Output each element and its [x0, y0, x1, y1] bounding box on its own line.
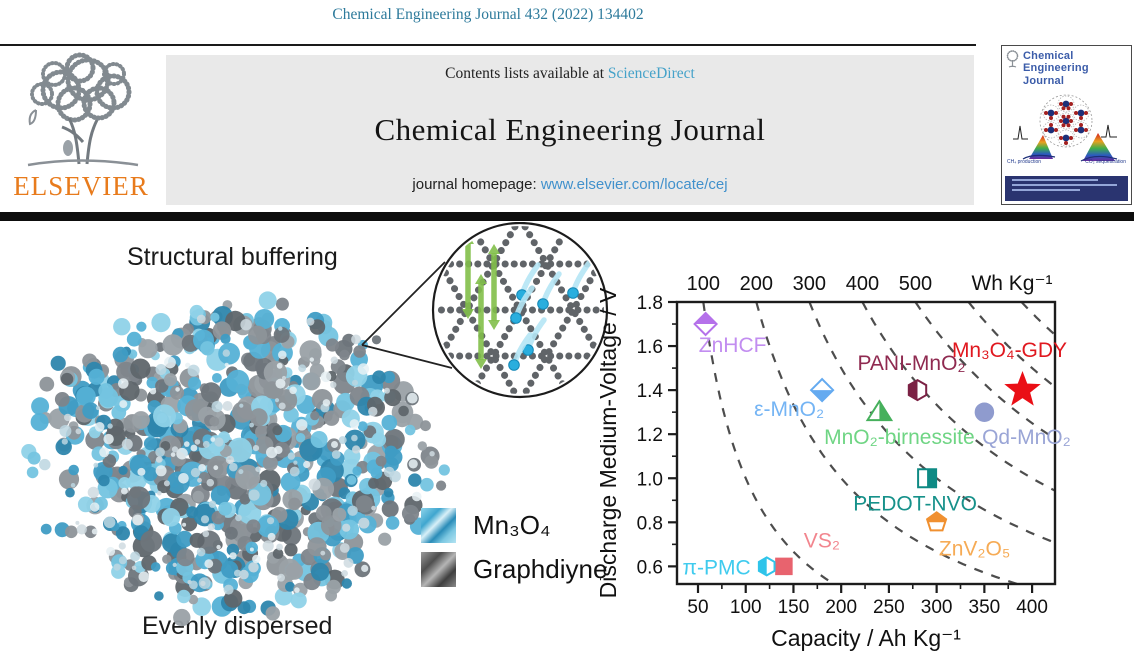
svg-text:200: 200: [825, 597, 857, 618]
sciencedirect-link[interactable]: ScienceDirect: [607, 65, 695, 82]
data-point-6: PEDOT-NVO: [853, 468, 977, 515]
journal-homepage-link[interactable]: www.elsevier.com/locate/cej: [540, 176, 728, 193]
cover-title: Chemical Engineering Journal: [1023, 50, 1089, 87]
svg-text:Wh Kg⁻¹: Wh Kg⁻¹: [971, 272, 1052, 295]
elsevier-logo: ELSEVIER: [4, 50, 158, 202]
svg-text:ZnV₂O₅: ZnV₂O₅: [939, 537, 1010, 560]
data-point-5: Qd-MnO₂: [974, 402, 1071, 449]
svg-text:200: 200: [740, 273, 773, 295]
cover-captions: CH₄ production CO₂ sequestration: [1007, 158, 1126, 165]
legend-item-graphdiyne: Graphdiyne: [421, 552, 607, 587]
svg-text:ε-MnO₂: ε-MnO₂: [754, 398, 824, 421]
data-point-4: MnO₂-birnessite: [824, 399, 975, 449]
zinc-ions: [508, 260, 592, 371]
mn3o4-swatch: [421, 508, 456, 543]
svg-text:Qd-MnO₂: Qd-MnO₂: [982, 426, 1071, 449]
mn3o4-label: Mn₃O₄: [473, 510, 551, 540]
svg-text:1.8: 1.8: [637, 293, 663, 314]
svg-text:1.4: 1.4: [637, 381, 664, 402]
svg-text:1.6: 1.6: [637, 337, 663, 358]
contents-line: Contents lists available at ScienceDirec…: [445, 65, 695, 82]
svg-text:300: 300: [793, 273, 826, 295]
elsevier-tree-icon: [27, 52, 139, 167]
svg-text:Mn₃O₄-GDY: Mn₃O₄-GDY: [952, 339, 1067, 362]
svg-text:400: 400: [846, 273, 879, 295]
svg-text:350: 350: [969, 597, 1001, 618]
svg-text:100: 100: [730, 597, 762, 618]
legend-item-mn3o4: Mn₃O₄: [421, 508, 607, 543]
svg-text:0.6: 0.6: [637, 557, 663, 578]
journal-header-box: Contents lists available at ScienceDirec…: [166, 55, 974, 205]
cover-art: [1013, 94, 1118, 162]
homepage-line: journal homepage: www.elsevier.com/locat…: [412, 176, 728, 193]
data-point-2: PANI-MnO₂: [857, 352, 966, 402]
graphical-abstract-art: [21, 222, 609, 627]
svg-text:PEDOT-NVO: PEDOT-NVO: [853, 492, 977, 515]
svg-text:100: 100: [687, 273, 720, 295]
journal-cover-thumbnail: Chemical Engineering Journal: [1001, 45, 1132, 205]
data-point-0: ZnHCF: [693, 311, 767, 357]
data-point-3: Mn₃O₄-GDY: [952, 339, 1067, 406]
structural-buffering-label: Structural buffering: [127, 243, 338, 271]
data-point-8: VS₂: [775, 529, 840, 576]
material-legend: Mn₃O₄ Graphdiyne: [421, 508, 607, 596]
elsevier-wordmark: ELSEVIER: [13, 171, 149, 201]
graphdiyne-label: Graphdiyne: [473, 554, 608, 584]
cover-bottom-band: [1005, 176, 1128, 201]
capacity-voltage-chart: 50 100 150 200 250 300 350 400 0.6 0.8 1.0 1.2 1.4 1.…: [600, 272, 1071, 651]
svg-text:Capacity / Ah Kg⁻¹: Capacity / Ah Kg⁻¹: [771, 625, 961, 651]
svg-text:π-PMC: π-PMC: [683, 556, 751, 579]
graphdiyne-swatch: [421, 552, 456, 587]
svg-text:400: 400: [1016, 597, 1048, 618]
svg-text:1.2: 1.2: [637, 425, 663, 446]
section-divider-bar: [0, 212, 1134, 221]
svg-text:0.8: 0.8: [637, 513, 663, 534]
journal-citation: Chemical Engineering Journal 432 (2022) …: [332, 6, 644, 23]
svg-text:1.0: 1.0: [637, 469, 663, 490]
data-point-7: ZnV₂O₅: [925, 511, 1010, 560]
cover-tree-icon: [1006, 50, 1019, 68]
nanoparticle-cluster: [21, 291, 450, 627]
svg-text:PANI-MnO₂: PANI-MnO₂: [857, 352, 965, 375]
data-point-9: π-PMC: [683, 556, 776, 579]
svg-text:300: 300: [921, 597, 953, 618]
header-divider-line: [0, 44, 976, 46]
data-point-1: ε-MnO₂: [754, 377, 835, 421]
svg-text:250: 250: [873, 597, 905, 618]
expansion-arrows: [462, 234, 500, 369]
svg-text:150: 150: [778, 597, 810, 618]
svg-text:VS₂: VS₂: [804, 529, 840, 552]
journal-title: Chemical Engineering Journal: [374, 111, 766, 147]
svg-text:ZnHCF: ZnHCF: [699, 334, 767, 357]
svg-text:500: 500: [899, 273, 932, 295]
svg-text:Discharge Medium-Voltage / V: Discharge Medium-Voltage / V: [600, 287, 621, 598]
callout-lines: [361, 261, 453, 369]
svg-text:50: 50: [687, 597, 708, 618]
svg-text:MnO₂-birnessite: MnO₂-birnessite: [824, 426, 975, 449]
